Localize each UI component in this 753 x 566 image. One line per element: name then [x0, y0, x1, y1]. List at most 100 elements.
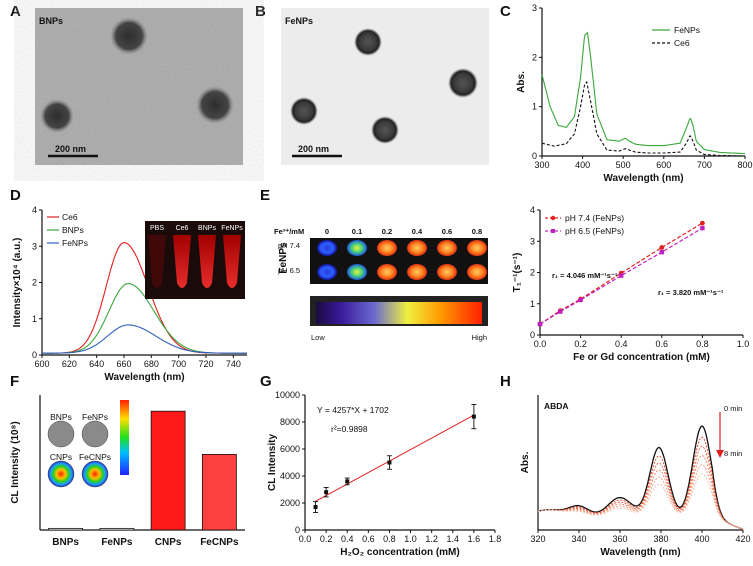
- bar: [201, 453, 237, 531]
- panel-label-a: A: [10, 3, 21, 20]
- x-tick-label: 1.0: [737, 339, 750, 349]
- legend-label: pH 7.4 (FeNPs): [565, 213, 624, 223]
- mri-spot: [377, 264, 397, 280]
- x-tick-label: 300: [534, 160, 549, 170]
- chart-h-abda: 320 340 360 380 400 420 Wavelength (nm) Abs. ABD…: [520, 395, 751, 558]
- mri-spot: [317, 264, 337, 280]
- panel-label-g: G: [260, 373, 272, 390]
- x-tick-label: 1.6: [468, 534, 481, 544]
- y-tick-label: 0: [295, 525, 300, 535]
- y-axis-title: T₁⁻¹(s⁻¹): [512, 253, 523, 293]
- series-line: [537, 436, 744, 530]
- y-tick-label: 1: [530, 299, 535, 309]
- mri-spot: [437, 264, 457, 280]
- data-point: [659, 245, 665, 250]
- data-point: [700, 225, 705, 231]
- fit-line: [539, 227, 703, 325]
- x-tick-label: 700: [697, 160, 712, 170]
- chart-e-relaxivity: 0.0 0.2 0.4 0.6 0.8 1.0 0 1 2 3 4 Fe or Gd concentr…: [512, 205, 749, 363]
- conc-label: 0: [325, 227, 329, 236]
- chart-g-cl-linear: 0.0 0.2 0.4 0.6 0.8 1.0 1.2 1.4 1.6 1.8 0 2000 4000 6…: [267, 390, 501, 558]
- mri-background: [310, 238, 488, 284]
- inset-label: BNPs: [198, 225, 216, 232]
- y-tick-label: 4: [32, 205, 37, 215]
- y-tick-label: 1: [32, 314, 37, 324]
- x-tick-label: 620: [62, 359, 77, 369]
- data-point: [345, 479, 350, 484]
- y-axis-title: CL Intensity (10⁸): [10, 421, 21, 503]
- x-axis-title: Wavelength (nm): [600, 547, 680, 558]
- inset-spot: [81, 420, 109, 448]
- sample-label: FeNPs: [278, 242, 289, 274]
- chart-f-cl-bars: CL Intensity (10⁸) BNPs FeNPs CNPs FeCNPs BNP…: [10, 395, 245, 548]
- y-tick-label: 3: [32, 241, 37, 251]
- x-tick-label: 720: [198, 359, 213, 369]
- data-point: [313, 505, 318, 510]
- conc-label: 0.2: [382, 227, 392, 236]
- series-line: [537, 473, 744, 530]
- tem-b-scale: 200 nm: [298, 144, 329, 154]
- tem-image-b: FeNPs 200 nm: [281, 8, 489, 165]
- y-tick-label: 10000: [275, 390, 300, 400]
- x-tick-label: BNPs: [52, 537, 79, 548]
- mri-spot: [347, 264, 367, 280]
- x-tick-label: 0.4: [341, 534, 354, 544]
- y-axis-title: CL Intensity: [267, 434, 278, 491]
- y-axis-title: Abs.: [520, 451, 531, 473]
- y-tick-label: 2: [32, 278, 37, 288]
- conc-label: 0.4: [412, 227, 423, 236]
- x-tick-label: 0.6: [362, 534, 375, 544]
- y-tick-label: 4: [530, 205, 535, 215]
- data-point: [537, 321, 543, 327]
- y-tick-label: 2000: [280, 498, 300, 508]
- inset-tube: [198, 235, 216, 288]
- y-tick-label: 0: [32, 350, 37, 360]
- x-tick-label: 0.8: [696, 339, 709, 349]
- y-axis-title: Intensity×10⁴ (a.u.): [12, 238, 23, 328]
- inset-tube: [223, 235, 241, 288]
- inset-label: CNPs: [50, 452, 72, 462]
- x-tick-label: 360: [612, 534, 627, 544]
- fit-line: [315, 414, 475, 502]
- annotation: r₁ = 3.820 mM⁻¹s⁻¹: [658, 288, 724, 297]
- x-tick-label: 0.6: [656, 339, 669, 349]
- inset-label: FeNPs: [221, 225, 243, 232]
- y-tick-label: 4000: [280, 471, 300, 481]
- panel-label-f: F: [10, 373, 19, 390]
- time-label: 8 min: [724, 449, 742, 458]
- panel-label-d: D: [10, 187, 21, 204]
- inset-label: Ce6: [176, 225, 189, 232]
- x-tick-label: 0.0: [534, 339, 547, 349]
- mri-spot: [437, 240, 457, 256]
- x-tick-label: 700: [171, 359, 186, 369]
- annotation: r₁ = 4.046 mM⁻¹s⁻¹: [552, 271, 618, 280]
- inset-tube: [148, 235, 166, 288]
- panel-label-b: B: [255, 3, 266, 20]
- x-tick-label: 1.8: [489, 534, 502, 544]
- inset-label: FeNPs: [82, 412, 108, 422]
- chart-title: ABDA: [544, 401, 569, 411]
- x-axis-title: Fe or Gd concentration (mM): [573, 352, 710, 363]
- conc-label: 0.1: [352, 227, 362, 236]
- x-tick-label: 660: [116, 359, 131, 369]
- data-point: [700, 220, 705, 226]
- time-arrow-head: [716, 450, 724, 458]
- bar: [99, 527, 135, 531]
- chart-d-fluorescence: 600 620 640 660 680 700 720 740 0 1 2 3 4 Wavelength …: [12, 205, 247, 383]
- x-axis-title: H₂O₂ concentration (mM): [340, 547, 459, 558]
- series-line-fenps: [42, 324, 247, 354]
- x-tick-label: FeNPs: [101, 537, 133, 548]
- x-tick-label: 800: [737, 160, 752, 170]
- x-tick-label: 0.8: [383, 534, 396, 544]
- x-tick-label: CNPs: [155, 537, 182, 548]
- mri-spot: [317, 240, 337, 256]
- series-line-ce6: [541, 80, 745, 157]
- tem-a-scale: 200 nm: [55, 144, 86, 154]
- mri-spot: [407, 240, 427, 256]
- colorbar-high: High: [472, 333, 487, 342]
- y-axis-title: Abs.: [516, 71, 527, 93]
- y-tick-label: 2: [530, 268, 535, 278]
- x-tick-label: 740: [226, 359, 241, 369]
